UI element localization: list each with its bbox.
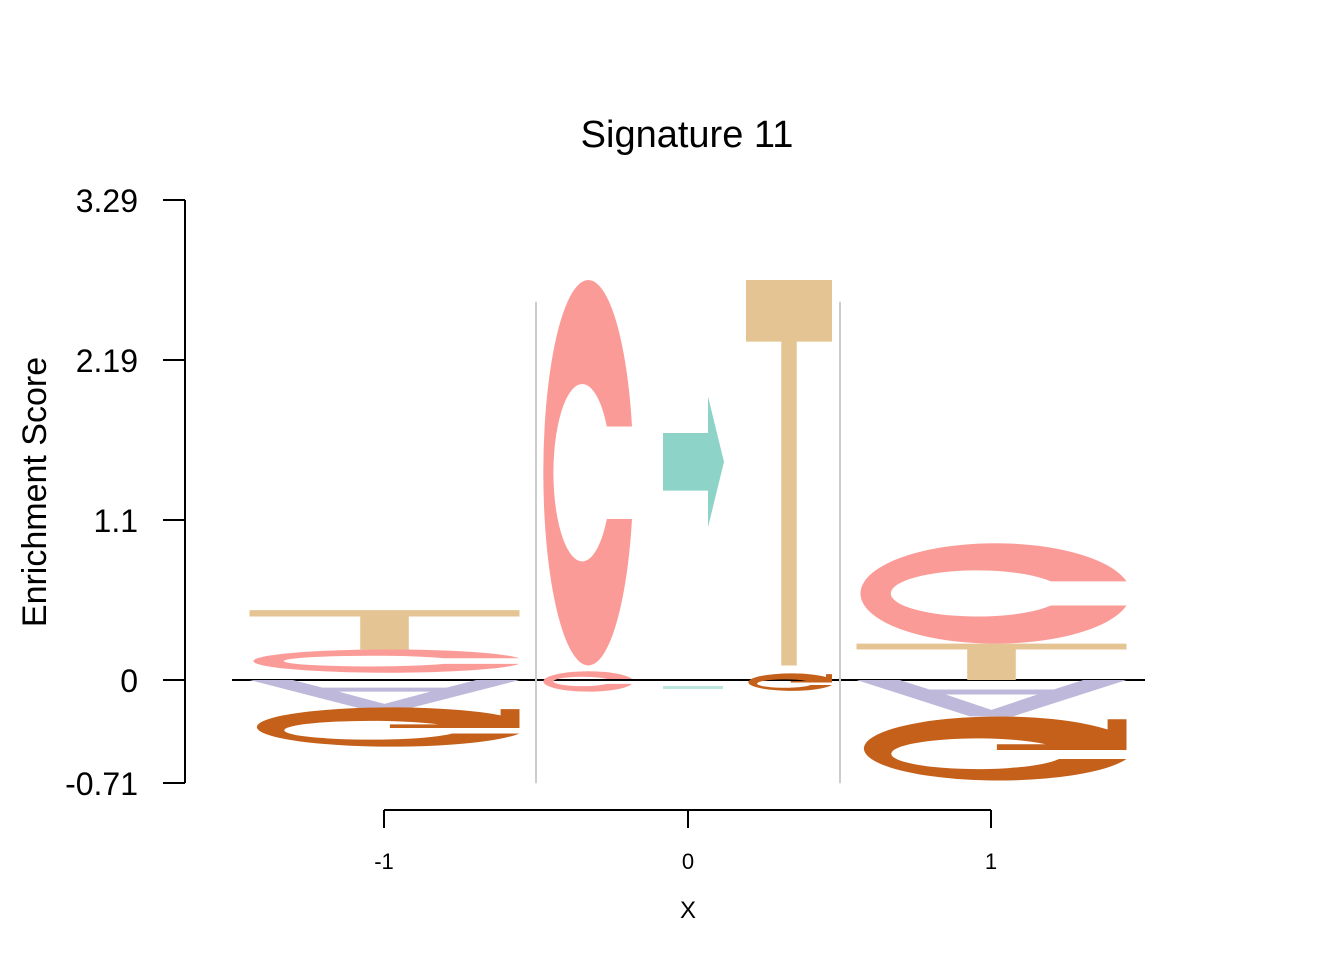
- y-axis-label: Enrichment Score: [16, 357, 54, 627]
- x-axis-label: X: [680, 897, 696, 924]
- logo-letter-g: [863, 716, 1127, 781]
- y-tick-label: 2.19: [76, 343, 138, 379]
- logo-letter-g: [256, 707, 520, 747]
- x-tick-label: 1: [985, 849, 997, 874]
- chart-title: Signature 11: [581, 114, 794, 156]
- logo-letter-t: [856, 643, 1127, 680]
- logo-marks: [232, 280, 1145, 784]
- x-axis: -1 0 1: [374, 809, 997, 874]
- y-tick-label: 1.1: [94, 503, 138, 539]
- logo-letter-t: [746, 280, 832, 666]
- x-tick-label: 0: [682, 849, 694, 874]
- logo-letter-c: [543, 280, 632, 666]
- logo-letter-a: [249, 680, 520, 710]
- logo-letter-g: [748, 673, 832, 691]
- x-tick-label: -1: [374, 849, 394, 874]
- logo-letter-t: [249, 610, 520, 650]
- logo-letter-c: [543, 671, 632, 692]
- y-tick-label: -0.71: [65, 766, 138, 802]
- mutation-arrow-shadow: [663, 686, 723, 689]
- y-tick-label: 0: [120, 663, 138, 699]
- y-tick-label: 3.29: [76, 183, 138, 219]
- logo-letter-a: [856, 680, 1127, 717]
- mutation-arrow: [663, 396, 724, 528]
- logo-letter-c: [860, 543, 1127, 644]
- y-axis: 3.29 2.19 1.1 0 -0.71: [65, 183, 186, 802]
- logo-letter-c: [253, 649, 520, 673]
